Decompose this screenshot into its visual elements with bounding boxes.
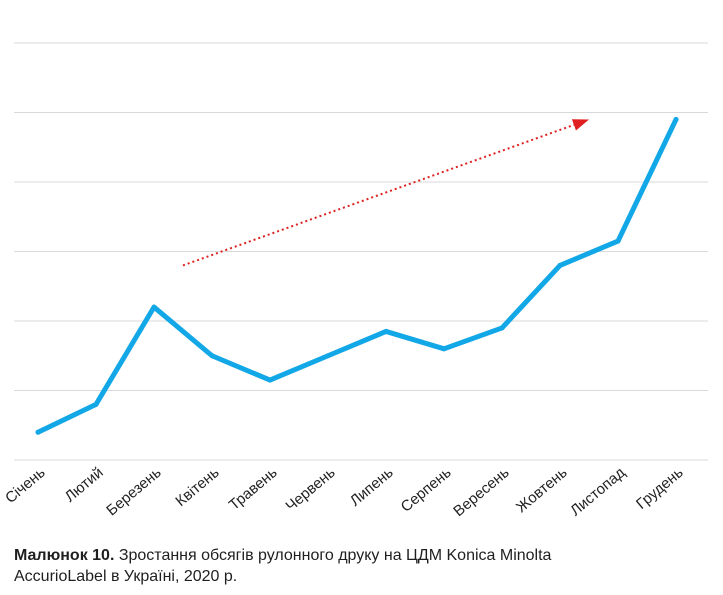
x-tick-label: Травень <box>226 464 281 514</box>
x-tick-label: Листопад <box>567 464 629 520</box>
data-point <box>441 346 447 352</box>
data-point <box>209 353 215 359</box>
data-point <box>151 304 157 310</box>
x-tick-label: Серпень <box>398 464 455 516</box>
data-point <box>557 262 563 268</box>
x-tick-label: Червень <box>282 464 338 515</box>
data-point <box>267 377 273 383</box>
caption-label: Малюнок 10. <box>14 547 115 564</box>
x-tick-label: Березень <box>103 464 164 519</box>
caption-text-line2: AccurioLabel в Україні, 2020 р. <box>14 568 238 585</box>
trend-arrow-line <box>182 123 575 267</box>
data-point <box>673 116 679 122</box>
data-point <box>93 401 99 407</box>
data-point <box>35 429 41 435</box>
series-group <box>35 116 679 435</box>
x-tick-label: Квітень <box>172 464 222 510</box>
data-point <box>615 238 621 244</box>
trend-annotation <box>182 119 589 267</box>
data-point <box>383 328 389 334</box>
x-tick-label: Вересень <box>450 464 512 520</box>
x-tick-label: Січень <box>2 464 49 507</box>
caption-text-line1: Зростання обсягів рулонного друку на ЦДМ… <box>114 547 552 564</box>
x-tick-label: Грудень <box>633 464 687 513</box>
trend-arrow-head <box>571 119 589 131</box>
figure-caption: Малюнок 10. Зростання обсягів рулонного … <box>14 545 714 587</box>
x-tick-label: Лютий <box>62 464 107 506</box>
series-line <box>35 116 679 435</box>
data-point <box>499 325 505 331</box>
x-tick-label: Липень <box>347 464 397 510</box>
data-point <box>325 353 331 359</box>
grid-lines <box>14 42 708 461</box>
x-tick-label: Жовтень <box>513 464 571 516</box>
